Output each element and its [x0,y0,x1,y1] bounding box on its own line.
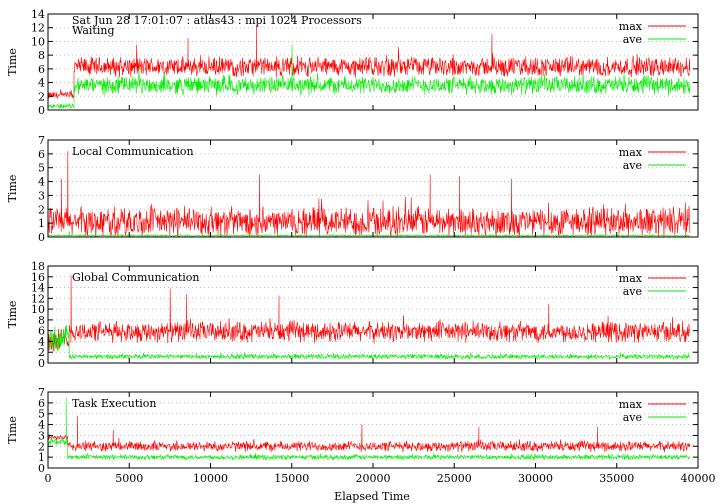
y-tick-label: 14 [31,282,45,295]
x-tick-label: 35000 [599,472,634,485]
legend-label-max: max [619,272,643,285]
y-tick-label: 8 [38,314,45,327]
header-text: Sat Jun 28 17:01:07 : atlas43 : mpi 1024… [72,14,362,27]
y-tick-label: 6 [38,63,45,76]
legend-label-ave: ave [623,285,642,298]
y-tick-label: 5 [38,162,45,175]
panel-title: Waiting [72,24,115,37]
y-axis-label: Time [6,48,19,76]
y-tick-label: 10 [31,303,45,316]
y-tick-label: 8 [38,49,45,62]
legend-label-max: max [619,146,643,159]
y-tick-label: 1 [38,217,45,230]
y-tick-label: 3 [38,189,45,202]
series-ave-line [47,397,691,461]
y-tick-label: 3 [38,429,45,442]
y-tick-label: 2 [38,90,45,103]
y-tick-label: 0 [38,231,45,244]
x-tick-label: 25000 [437,472,472,485]
y-tick-label: 4 [38,77,45,90]
legend-label-ave: ave [623,159,642,172]
y-tick-label: 1 [38,451,45,464]
y-tick-label: 5 [38,408,45,421]
y-tick-label: 2 [38,346,45,359]
x-tick-label: 20000 [356,472,391,485]
x-tick-label: 10000 [193,472,228,485]
series-max-line [47,275,691,352]
x-tick-label: 5000 [115,472,143,485]
y-tick-label: 0 [38,104,45,117]
y-tick-label: 7 [38,386,45,399]
y-axis-label: Time [6,175,19,203]
y-tick-label: 6 [38,325,45,338]
y-tick-label: 4 [38,176,45,189]
y-tick-label: 6 [38,397,45,410]
y-tick-label: 0 [38,462,45,475]
series-max-line [47,151,691,238]
y-tick-label: 0 [38,357,45,370]
panel-title: Task Execution [72,397,156,410]
y-tick-label: 7 [38,134,45,147]
legend-label-ave: ave [623,411,642,424]
plot-frame [47,13,699,111]
legend-label-max: max [619,398,643,411]
legend-label-ave: ave [623,33,642,46]
x-tick-label: 40000 [681,472,716,485]
y-tick-label: 2 [38,203,45,216]
series-max-line [47,25,691,99]
y-tick-label: 12 [31,22,45,35]
x-tick-label: 30000 [518,472,553,485]
y-axis-label: Time [6,301,19,329]
series-ave-line [47,231,690,238]
y-axis-label: Time [6,416,19,444]
y-tick-label: 6 [38,148,45,161]
panel-title: Global Communication [72,271,200,284]
x-axis-label: Elapsed Time [334,490,410,503]
y-tick-label: 14 [31,8,45,21]
y-tick-label: 2 [38,440,45,453]
y-tick-label: 10 [31,35,45,48]
series-max-line [47,415,691,453]
series-ave-line [47,325,691,361]
y-tick-label: 4 [38,335,45,348]
panel-title: Local Communication [72,145,194,158]
y-tick-label: 18 [31,260,45,273]
x-tick-label: 15000 [274,472,309,485]
legend-label-max: max [619,20,643,33]
x-tick-label: 0 [45,472,52,485]
y-tick-label: 12 [31,292,45,305]
series-ave-line [47,44,691,109]
y-tick-label: 4 [38,419,45,432]
y-tick-label: 16 [31,271,45,284]
